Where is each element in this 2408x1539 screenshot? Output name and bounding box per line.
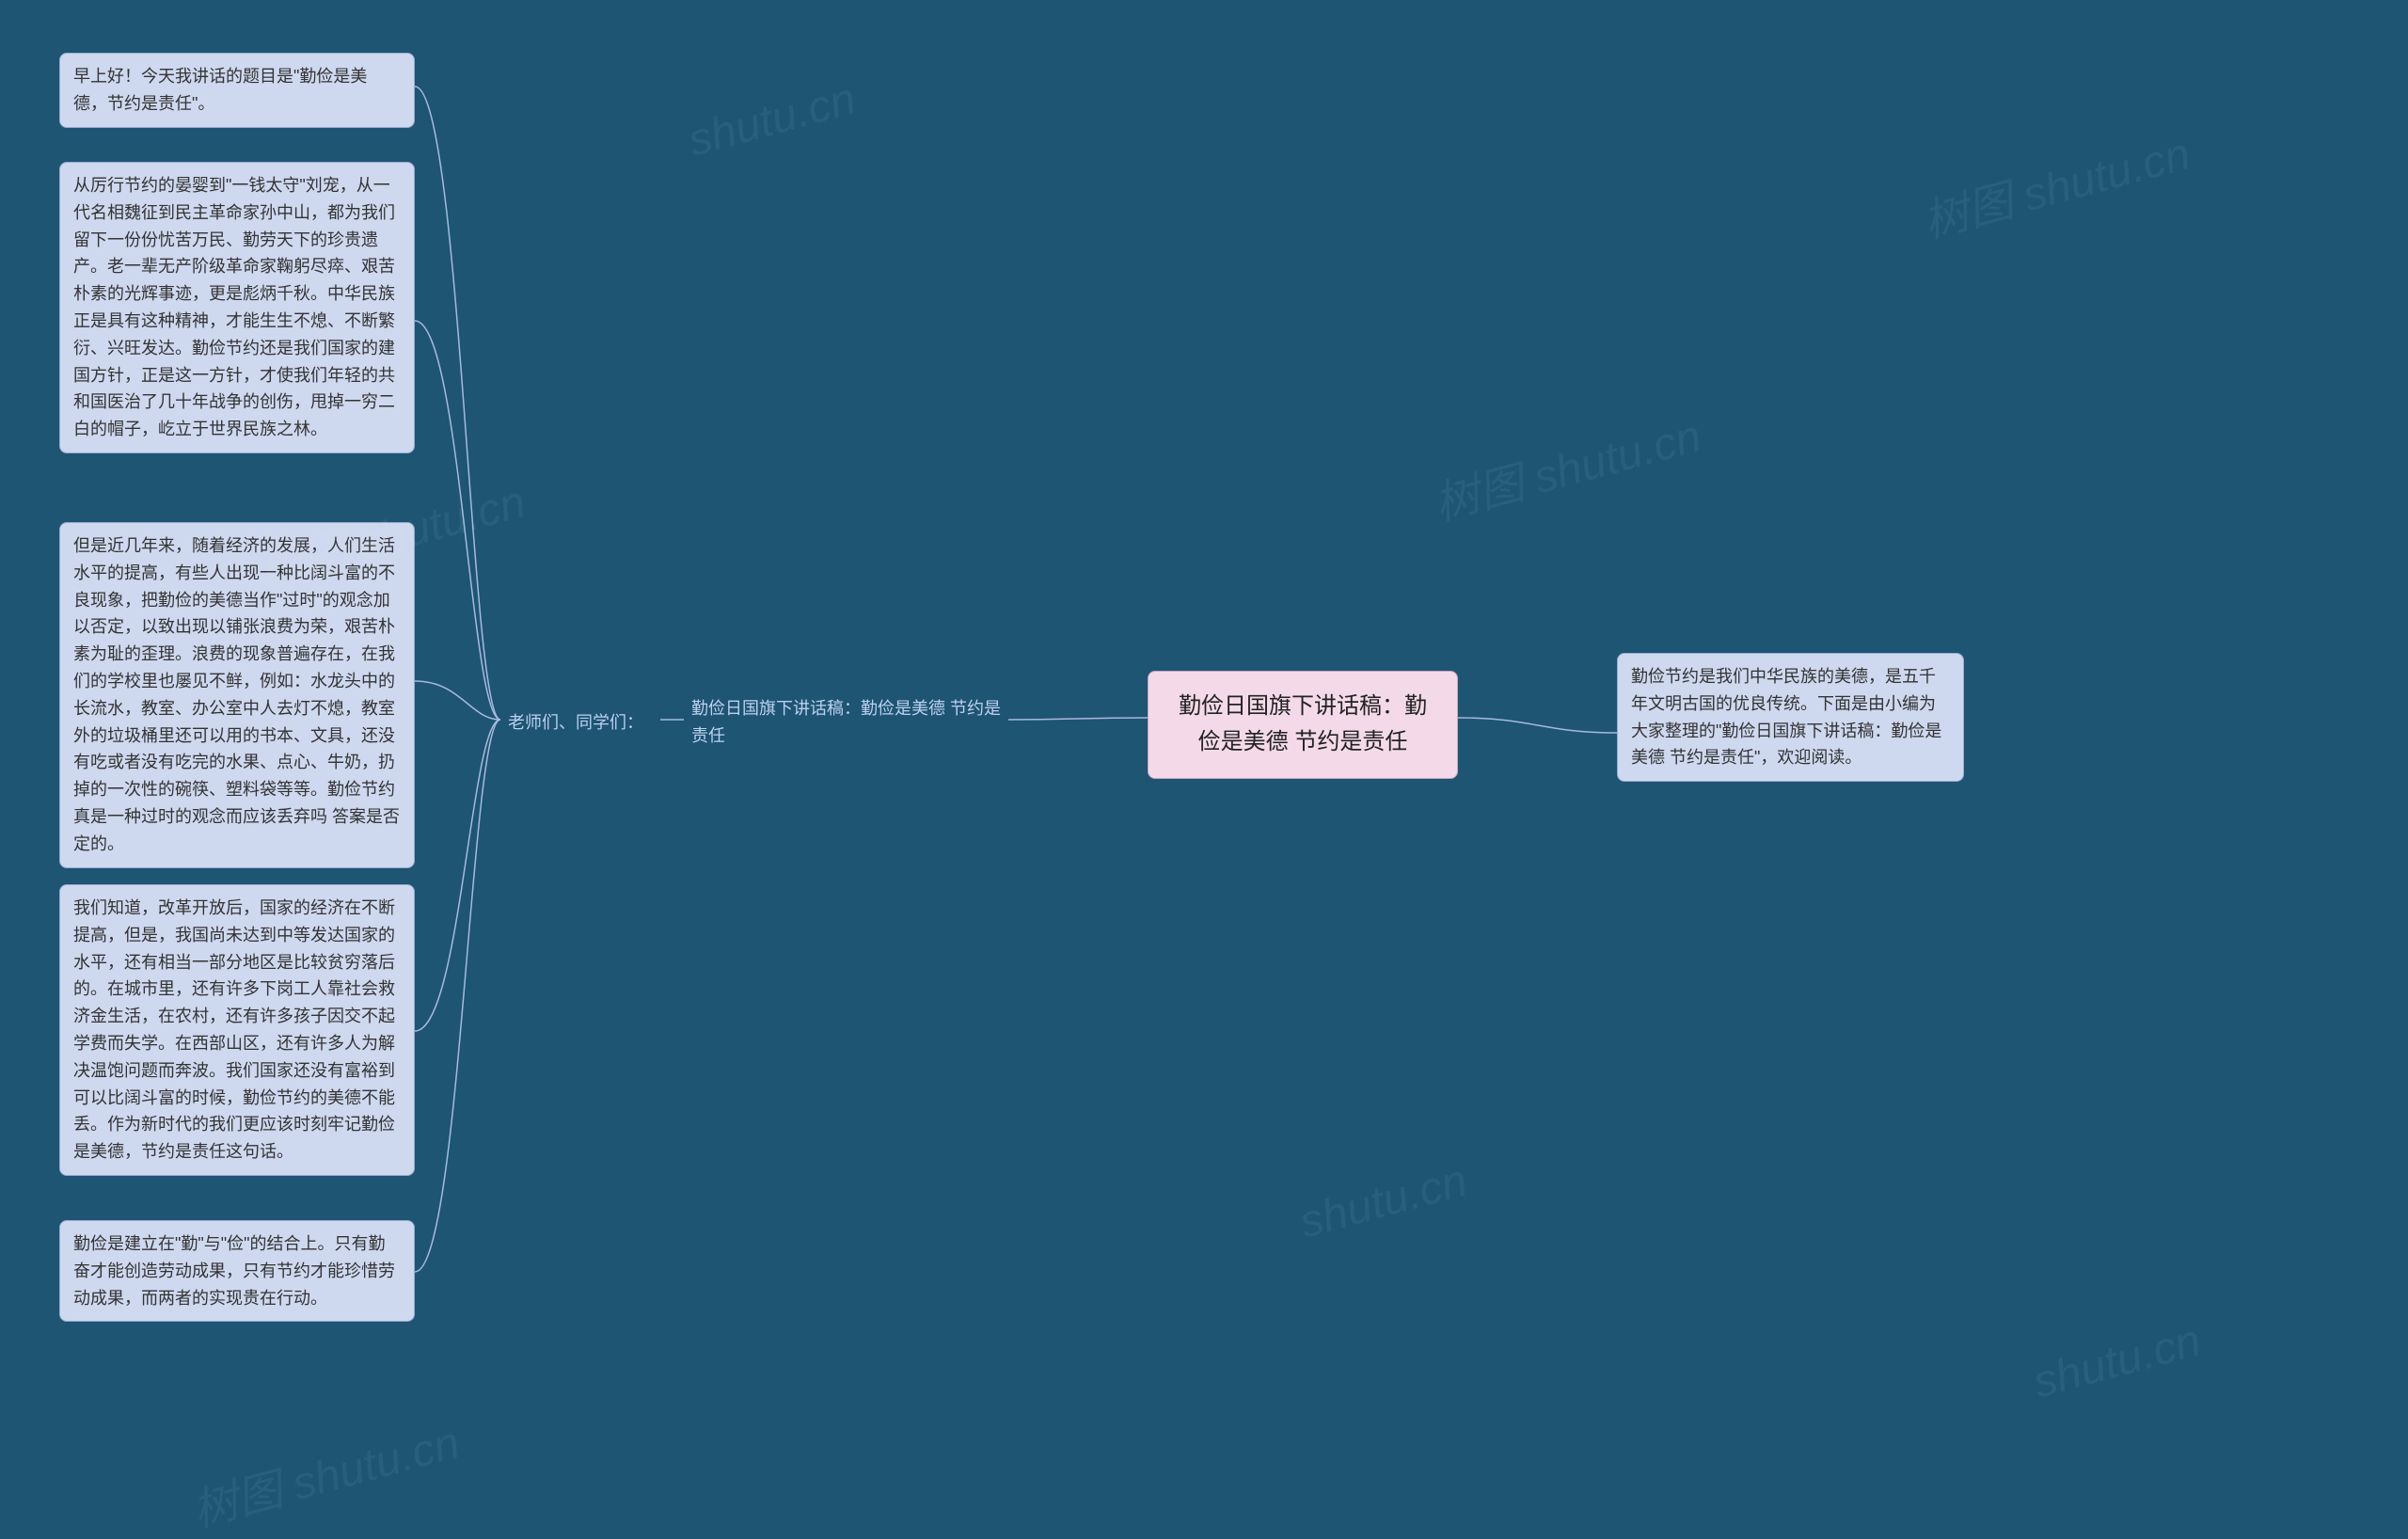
center-node: 勤俭日国旗下讲话稿：勤 俭是美德 节约是责任 [1148,671,1458,779]
leaf-2-text: 从厉行节约的晏婴到"一钱太守"刘宠，从一代名相魏征到民主革命家孙中山，都为我们留… [73,176,395,438]
watermark: 树图 shutu.cn [1915,117,2196,251]
left-l2-text: 老师们、同学们： [508,713,643,732]
leaf-3-text: 但是近几年来，随着经济的发展，人们生活水平的提高，有些人出现一种比阔斗富的不良现… [73,536,400,853]
center-title-line1: 勤俭日国旗下讲话稿：勤 [1169,689,1436,724]
right-node: 勤俭节约是我们中华民族的美德，是五千年文明古国的优良传统。下面是由小编为大家整理… [1617,653,1964,782]
right-text: 勤俭节约是我们中华民族的美德，是五千年文明古国的优良传统。下面是由小编为大家整理… [1631,667,1941,767]
leaf-4-text: 我们知道，改革开放后，国家的经济在不断提高，但是，我国尚未达到中等发达国家的水平… [73,898,395,1161]
leaf-5-text: 勤俭是建立在"勤"与"俭"的结合上。只有勤奋才能创造劳动成果，只有节约才能珍惜劳… [73,1234,395,1308]
left-l1-text: 勤俭日国旗下讲话稿：勤俭是美德 节约是责任 [691,699,1001,745]
leaf-3: 但是近几年来，随着经济的发展，人们生活水平的提高，有些人出现一种比阔斗富的不良现… [59,522,415,868]
leaf-1-text: 早上好！今天我讲话的题目是"勤俭是美德，节约是责任"。 [73,67,367,113]
center-title-line2: 俭是美德 节约是责任 [1169,724,1436,760]
leaf-1: 早上好！今天我讲话的题目是"勤俭是美德，节约是责任"。 [59,53,415,128]
watermark: 树图 shutu.cn [1426,399,1707,533]
watermark: shutu.cn [683,72,862,167]
watermark: shutu.cn [1294,1154,1473,1248]
leaf-2: 从厉行节约的晏婴到"一钱太守"刘宠，从一代名相魏征到民主革命家孙中山，都为我们留… [59,162,415,453]
watermark: shutu.cn [2028,1314,2207,1408]
watermark: 树图 shutu.cn [184,1405,466,1539]
left-level2: 老师们、同学们： [500,706,660,740]
leaf-5: 勤俭是建立在"勤"与"俭"的结合上。只有勤奋才能创造劳动成果，只有节约才能珍惜劳… [59,1220,415,1322]
left-level1: 勤俭日国旗下讲话稿：勤俭是美德 节约是责任 [684,691,1008,754]
leaf-4: 我们知道，改革开放后，国家的经济在不断提高，但是，我国尚未达到中等发达国家的水平… [59,884,415,1176]
